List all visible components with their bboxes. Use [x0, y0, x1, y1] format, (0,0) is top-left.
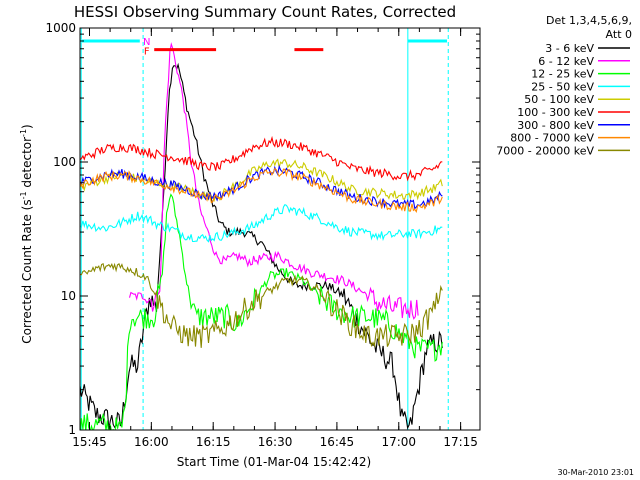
legend-label-7: 800 - 7000 keV — [510, 132, 594, 145]
y-axis-label-sup1: -1 — [19, 191, 28, 199]
legend-label-1: 6 - 12 keV — [538, 55, 594, 68]
series-line-3 — [80, 204, 443, 243]
legend-header-line1: Det 1,3,4,5,6,9, — [546, 14, 632, 27]
y-axis-label-end: ) — [20, 124, 34, 129]
y-tick-label-0: 1 — [68, 423, 76, 437]
series-line-2 — [80, 193, 443, 430]
y-axis-label: Corrected Count Rate (s-1 detector-1) — [19, 124, 34, 343]
series-line-0 — [80, 62, 443, 430]
y-tick-label-3: 1000 — [45, 21, 76, 35]
plot-area: NF — [80, 28, 449, 430]
axis-ticks: 1 10 100 1000 15:45 16:00 16:15 16:30 16:45 17:00… — [45, 21, 480, 449]
legend-label-8: 7000 - 20000 keV — [496, 144, 594, 157]
marker-n: N — [143, 37, 150, 48]
series-line-6 — [80, 164, 443, 210]
plot-frame — [79, 27, 481, 431]
x-tick-label-1: 16:00 — [134, 435, 169, 449]
legend-header-line2: Att 0 — [606, 28, 632, 41]
series-line-7 — [80, 167, 443, 213]
x-tick-label-6: 17:15 — [443, 435, 478, 449]
x-tick-label-3: 16:30 — [258, 435, 293, 449]
legend-label-4: 50 - 100 keV — [524, 93, 594, 106]
y-axis-label-sup2: -1 — [19, 129, 28, 137]
legend-label-0: 3 - 6 keV — [545, 42, 594, 55]
legend-label-3: 25 - 50 keV — [531, 80, 594, 93]
y-axis-label-mid: detector — [20, 137, 34, 192]
series-line-8 — [80, 262, 443, 348]
y-axis-label-main: Corrected Count Rate (s — [20, 199, 34, 343]
legend-label-2: 12 - 25 keV — [531, 68, 594, 81]
x-tick-label-4: 16:45 — [320, 435, 355, 449]
y-tick-label-1: 10 — [61, 289, 76, 303]
x-tick-label-2: 16:15 — [196, 435, 231, 449]
x-tick-label-0: 15:45 — [72, 435, 107, 449]
x-tick-label-5: 17:00 — [381, 435, 416, 449]
series-line-5 — [80, 135, 443, 182]
x-axis-label: Start Time (01-Mar-04 15:42:42) — [177, 455, 371, 469]
legend-label-5: 100 - 300 keV — [517, 106, 594, 119]
y-tick-label-2: 100 — [53, 155, 76, 169]
timestamp-stamp: 30-Mar-2010 23:01 — [558, 468, 635, 477]
chart-title: HESSI Observing Summary Count Rates, Cor… — [74, 3, 456, 21]
series-line-1 — [128, 42, 419, 320]
legend-label-6: 300 - 800 keV — [517, 119, 594, 132]
marker-f: F — [144, 46, 150, 57]
